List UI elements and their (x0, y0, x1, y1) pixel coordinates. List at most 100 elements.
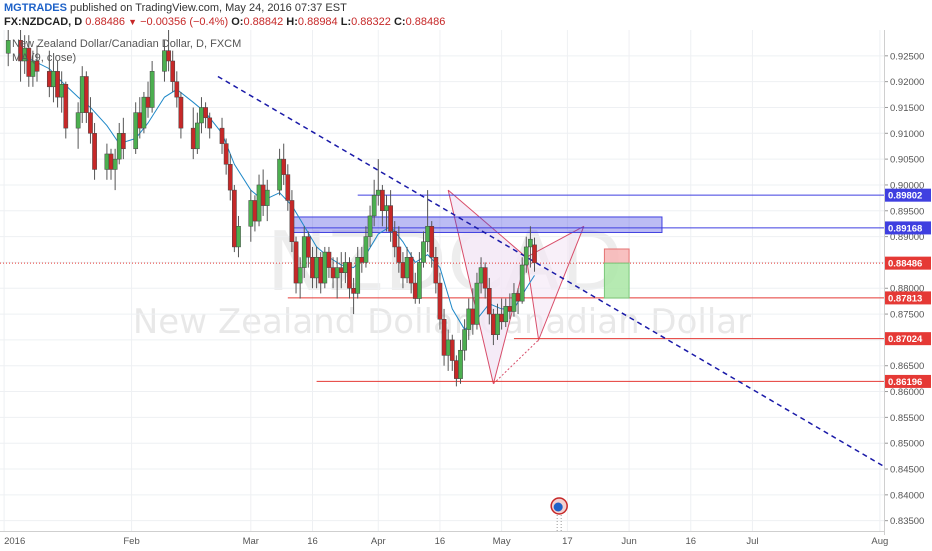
candle-down (88, 112, 93, 134)
candle-up (503, 306, 509, 323)
candle-down (232, 189, 237, 248)
candle-up (297, 267, 303, 284)
ohlc-line: FX:NZDCAD, D 0.88486 ▼ −0.00356 (−0.4%) … (4, 16, 445, 28)
x-tick-label: 2016 (4, 536, 25, 547)
short-position-tool[interactable] (603, 248, 630, 299)
candle-up (384, 205, 389, 212)
candle-up (141, 96, 147, 129)
candle-up (256, 184, 262, 222)
candle-down (285, 174, 291, 201)
candle-down (392, 231, 398, 248)
candle-down (400, 262, 406, 279)
y-tick-label: 0.84000 (890, 490, 924, 501)
y-tick-label: 0.87500 (890, 310, 924, 321)
candle-up (195, 122, 200, 150)
candle-up (5, 40, 11, 54)
y-tick-label: 0.90500 (890, 155, 924, 166)
candle-down (429, 226, 435, 258)
candle-down (441, 318, 447, 356)
candle-down (55, 71, 60, 98)
candle-up (421, 241, 426, 263)
candle-down (318, 257, 324, 284)
candle-up (162, 50, 167, 72)
y-tick-label: 0.89000 (890, 232, 924, 243)
candle-down (174, 81, 180, 98)
pattern-ac-line (493, 339, 539, 385)
candle-down (388, 205, 393, 232)
candle-down (289, 200, 295, 243)
open-label: O: (231, 16, 244, 28)
price-tag-label: 0.87024 (888, 334, 923, 345)
candle-up (236, 226, 241, 248)
price-tag (885, 332, 931, 346)
candle-down (412, 282, 418, 299)
price-tag (885, 291, 931, 305)
candle-down (437, 282, 443, 320)
candle-down (330, 267, 336, 279)
candle-down (293, 241, 299, 284)
candle-up (301, 236, 307, 268)
candle-down (433, 257, 439, 284)
published-text: published on TradingView.com, May 24, 20… (70, 2, 347, 14)
candlesticks (5, 30, 537, 387)
candle-down (482, 267, 488, 289)
x-tick-label: 16 (435, 536, 446, 547)
resistance-zone[interactable] (291, 216, 663, 233)
candle-down (34, 60, 40, 72)
candle-down (491, 313, 496, 335)
candle-down (486, 287, 492, 315)
candle-down (310, 257, 315, 279)
y-tick-label: 0.91000 (890, 129, 924, 140)
last-price: 0.88486 (85, 16, 126, 28)
candle-down (380, 189, 385, 212)
candle-down (170, 60, 176, 82)
price-tag-label: 0.89168 (888, 223, 922, 234)
symbol-label[interactable]: FX:NZDCAD, D (4, 16, 83, 28)
candle-up (199, 107, 204, 124)
zone-rect (291, 216, 663, 233)
candle-up (523, 246, 529, 266)
y-tick-label: 0.84500 (890, 465, 924, 476)
high-label: H: (286, 16, 298, 28)
candle-down (359, 257, 365, 263)
y-tick-label: 0.88000 (890, 284, 924, 295)
low-value: 0.88322 (351, 16, 391, 28)
candle-down (46, 71, 52, 88)
y-tick-label: 0.85000 (890, 439, 924, 450)
candle-up (462, 329, 467, 351)
y-tick-label: 0.89500 (890, 206, 924, 217)
candle-down (347, 262, 352, 289)
event-marker[interactable] (550, 497, 568, 531)
candle-up (495, 313, 500, 335)
candle-down (507, 306, 513, 312)
price-tag (885, 221, 931, 235)
publisher-name[interactable]: MGTRADES (4, 2, 67, 14)
price-tag-label: 0.86196 (888, 377, 922, 388)
time-axis[interactable] (0, 531, 884, 551)
candle-down (108, 153, 114, 170)
candle-down (396, 246, 402, 263)
price-axis[interactable] (884, 30, 932, 535)
candle-down (207, 117, 213, 129)
y-tick-label: 0.83500 (890, 516, 924, 527)
pattern-bcd-fill (526, 226, 584, 340)
price-tag-label: 0.88486 (888, 259, 922, 270)
candle-down (338, 267, 344, 274)
candle-down (454, 360, 459, 379)
y-tick-label: 0.86000 (890, 387, 924, 398)
price-tag-label: 0.89802 (888, 191, 922, 202)
candle-up (75, 112, 81, 129)
candle-up (445, 339, 451, 356)
candle-down (120, 133, 126, 150)
candle-up (149, 71, 155, 108)
trendline[interactable] (217, 75, 885, 468)
candle-down (223, 143, 229, 165)
pattern-xb-line (447, 189, 527, 258)
candle-up (112, 158, 118, 170)
candle-up (104, 153, 110, 170)
x-tick-label: May (493, 536, 511, 547)
candle-up (466, 308, 472, 330)
price-tag (885, 188, 931, 202)
candle-up (363, 236, 369, 263)
